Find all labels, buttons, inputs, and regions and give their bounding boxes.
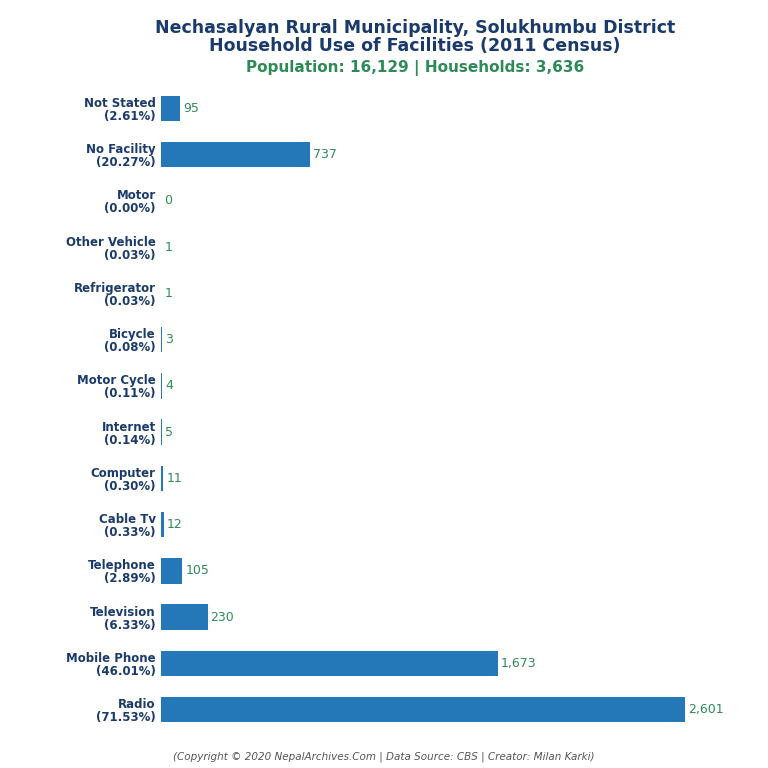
Text: 230: 230 [210,611,234,624]
Bar [161,511,164,538]
Text: 1,673: 1,673 [501,657,537,670]
Bar [161,465,164,491]
Text: 1: 1 [164,287,172,300]
Bar [161,697,685,722]
Bar [161,650,498,676]
Text: Population: 16,129 | Households: 3,636: Population: 16,129 | Households: 3,636 [246,60,584,76]
Text: Household Use of Facilities (2011 Census): Household Use of Facilities (2011 Census… [209,37,621,55]
Text: 105: 105 [185,564,210,578]
Bar [161,96,180,121]
Text: 737: 737 [313,148,336,161]
Bar [161,142,310,167]
Text: 4: 4 [165,379,173,392]
Text: 11: 11 [167,472,182,485]
Bar [161,604,207,630]
Text: 0: 0 [164,194,172,207]
Text: 2,601: 2,601 [688,703,723,716]
Bar [161,373,162,399]
Text: 5: 5 [165,425,174,439]
Bar [161,419,162,445]
Text: Nechasalyan Rural Municipality, Solukhumbu District: Nechasalyan Rural Municipality, Solukhum… [154,19,675,37]
Text: 95: 95 [184,102,199,115]
Text: 1: 1 [164,240,172,253]
Text: 3: 3 [165,333,173,346]
Bar [161,558,183,584]
Text: 12: 12 [167,518,183,531]
Text: (Copyright © 2020 NepalArchives.Com | Data Source: CBS | Creator: Milan Karki): (Copyright © 2020 NepalArchives.Com | Da… [174,751,594,762]
